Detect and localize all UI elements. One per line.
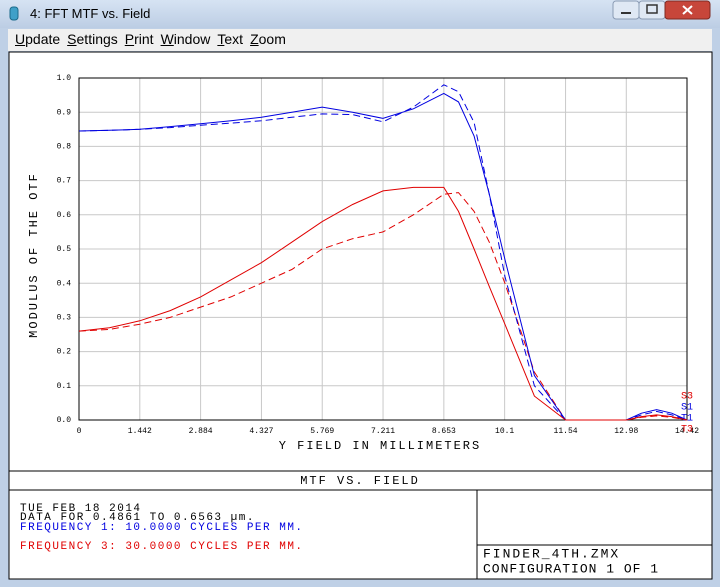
plot-frame [78,77,688,421]
y-tick-label: 0.6 [57,211,72,220]
y-tick-label: 0.1 [57,382,72,391]
title-bar-decor [9,0,711,21]
y-tick-label: 0.3 [57,314,72,323]
menu-item[interactable]: Print [124,31,154,47]
menu-item[interactable]: Zoom [250,31,286,47]
y-axis-label: MODULUS OF THE OTF [27,172,41,338]
menu-item[interactable]: Window [160,31,211,47]
y-tick-label: 0.4 [57,279,72,288]
y-tick-label: 1.0 [57,74,72,83]
y-tick-label: 0.9 [57,108,72,117]
y-tick-label: 0.7 [57,177,72,186]
legend-label: T1 [681,414,693,425]
x-tick-label: 8.653 [432,427,456,436]
x-tick-label: 2.884 [189,427,213,436]
x-tick-label: 4.327 [249,427,273,436]
chart-title: MTF VS. FIELD [300,474,420,488]
x-tick-label: 10.1 [495,427,514,436]
date: TUE FEB 18 2014 [20,503,142,515]
series-line [78,186,688,421]
x-tick-label: 11.54 [554,427,578,436]
x-tick-label: 1.442 [128,427,152,436]
legend-label: S3 [681,392,693,403]
x-tick-label: 14.42 [675,427,699,436]
window-title: 4: FFT MTF vs. Field [30,6,151,21]
menu-bar: Update Settings Print Window Text Zoom [8,29,712,51]
legend-label: T3 [681,425,693,436]
legend-label: S1 [681,403,693,414]
file-name: FINDER_4TH.ZMX [483,546,620,561]
x-tick-label: 12.98 [614,427,638,436]
plot-area [8,51,713,580]
y-tick-label: 0.5 [57,245,72,254]
series-line [78,192,688,421]
menu-item[interactable]: Text [217,31,244,47]
title-bar: 4: FFT MTF vs. Field [0,0,720,28]
x-tick-label: 7.211 [371,427,395,436]
menu-item[interactable]: Update [15,31,61,47]
data-range: DATA FOR 0.4861 TO 0.6563 µm. [20,512,255,524]
x-axis-label: Y FIELD IN MILLIMETERS [279,439,481,453]
y-tick-label: 0.8 [57,143,72,152]
y-tick-label: 0.2 [57,348,72,357]
x-tick-label: 5.769 [310,427,334,436]
frequency: FREQUENCY 3: 30.0000 CYCLES PER MM. [20,541,304,553]
app-icon [9,6,19,21]
x-tick-label: 0 [77,427,82,436]
configuration: CONFIGURATION 1 OF 1 [483,561,659,576]
menu-item[interactable]: Settings [67,31,118,47]
y-tick-label: 0.0 [57,416,72,425]
frequency: FREQUENCY 1: 10.0000 CYCLES PER MM. [20,522,304,534]
